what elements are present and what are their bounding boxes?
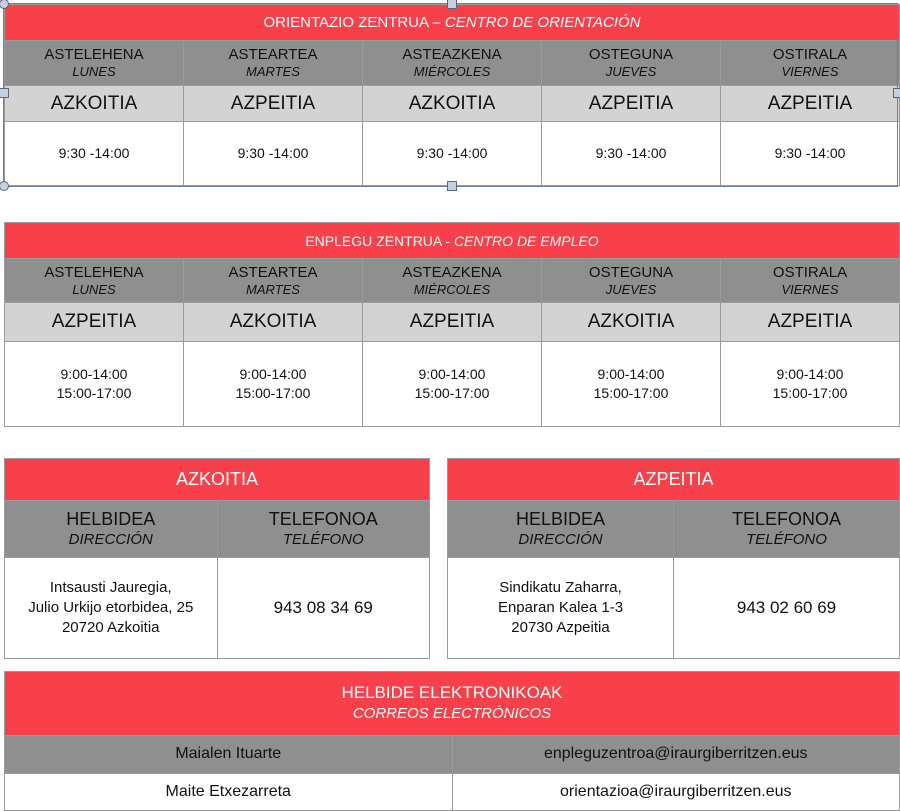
day-header: ASTELEHENA LUNES: [4, 258, 184, 303]
resize-handle[interactable]: [0, 0, 9, 9]
orientation-title: ORIENTAZIO ZENTRUA – CENTRO DE ORIENTACI…: [4, 4, 900, 41]
day-header: OSTEGUNA JUEVES: [541, 258, 721, 303]
address-header: HELBIDEA DIRECCIÓN: [4, 500, 218, 558]
address-cell: Sindikatu Zaharra, Enparan Kalea 1-3 20730…: [447, 557, 674, 659]
address-line: Sindikatu Zaharra,: [499, 579, 622, 596]
town-cell: AZPEITIA: [720, 85, 900, 122]
town-cell: AZKOITIA: [541, 302, 721, 342]
office-town: AZPEITIA: [447, 458, 900, 501]
town-cell: AZPEITIA: [541, 85, 721, 122]
day-header: ASTEAZKENA MIÉRCOLES: [362, 258, 542, 303]
orientation-center-table[interactable]: ORIENTAZIO ZENTRUA – CENTRO DE ORIENTACI…: [4, 4, 900, 186]
hours-line: 9:30 -14:00: [58, 145, 130, 161]
hours-line: 9:00-14:00: [239, 366, 307, 382]
hours-cell: 9:00-14:00 15:00-17:00: [541, 341, 721, 427]
phone-number[interactable]: 943 02 60 69: [673, 557, 900, 659]
phone-number[interactable]: 943 08 34 69: [216, 557, 430, 659]
hours-cell: 9:30 -14:00: [362, 121, 542, 186]
hours-line: 15:00-17:00: [593, 385, 669, 401]
phone-header: TELEFONOA TELÉFONO: [673, 500, 900, 558]
hours-cell: 9:30 -14:00: [183, 121, 363, 186]
phone-header: TELEFONOA TELÉFONO: [216, 500, 430, 558]
resize-handle[interactable]: [0, 88, 9, 98]
hours-line: 15:00-17:00: [414, 385, 490, 401]
town-cell: AZPEITIA: [362, 302, 542, 342]
address-line: Enparan Kalea 1-3: [497, 599, 624, 616]
hours-line: 9:30 -14:00: [595, 145, 667, 161]
day-header: OSTEGUNA JUEVES: [541, 40, 721, 86]
town-cell: AZPEITIA: [4, 302, 184, 342]
address-line: 20730 Azpeitia: [511, 619, 610, 636]
emails-title: HELBIDE ELEKTRONIKOAK CORREOS ELECTRÓNICO…: [4, 670, 900, 737]
hours-line: 9:00-14:00: [60, 366, 128, 382]
day-header: OSTIRALA VIERNES: [720, 40, 900, 86]
hours-line: 9:00-14:00: [597, 366, 665, 382]
hours-line: 9:00-14:00: [418, 366, 486, 382]
resize-handle[interactable]: [447, 0, 457, 9]
contact-name: Maialen Ituarte: [4, 735, 453, 774]
resize-handle[interactable]: [893, 88, 900, 98]
town-cell: AZKOITIA: [183, 302, 363, 342]
day-header: ASTEARTEA MARTES: [183, 258, 363, 303]
emails-table: HELBIDE ELEKTRONIKOAK CORREOS ELECTRÓNICO…: [4, 670, 900, 811]
contact-name: Maite Etxezarreta: [4, 772, 453, 811]
employment-title: ENPLEGU ZENTRUA - CENTRO DE EMPLEO: [4, 222, 900, 259]
contact-email[interactable]: orientazioa@iraurgiberritzen.eus: [451, 772, 900, 811]
resize-handle[interactable]: [0, 181, 9, 191]
office-town: AZKOITIA: [4, 458, 430, 501]
hours-line: 15:00-17:00: [235, 385, 311, 401]
address-header: HELBIDEA DIRECCIÓN: [447, 500, 674, 558]
hours-cell: 9:30 -14:00: [541, 121, 721, 186]
office-table-azkoitia: AZKOITIA HELBIDEA DIRECCIÓN TELEFONOA TELÉ…: [4, 458, 430, 659]
hours-line: 9:30 -14:00: [416, 145, 488, 161]
employment-center-table: ENPLEGU ZENTRUA - CENTRO DE EMPLEO ASTEL…: [4, 222, 900, 427]
hours-cell: 9:00-14:00 15:00-17:00: [4, 341, 184, 427]
hours-cell: 9:00-14:00 15:00-17:00: [183, 341, 363, 427]
day-header: ASTEAZKENA MIÉRCOLES: [362, 40, 542, 86]
address-line: Julio Urkijo etorbidea, 25: [28, 599, 194, 616]
day-header: OSTIRALA VIERNES: [720, 258, 900, 303]
hours-line: 9:30 -14:00: [774, 145, 846, 161]
hours-cell: 9:00-14:00 15:00-17:00: [720, 341, 900, 427]
hours-line: 9:30 -14:00: [237, 145, 309, 161]
town-cell: AZPEITIA: [720, 302, 900, 342]
hours-line: 15:00-17:00: [56, 385, 132, 401]
address-line: 20720 Azkoitia: [61, 619, 160, 636]
hours-cell: 9:30 -14:00: [4, 121, 184, 186]
hours-cell: 9:30 -14:00: [720, 121, 900, 186]
hours-line: 9:00-14:00: [776, 366, 844, 382]
address-line: Intsausti Jauregia,: [49, 579, 172, 596]
town-cell: AZKOITIA: [362, 85, 542, 122]
address-cell: Intsausti Jauregia, Julio Urkijo etorbide…: [4, 557, 218, 659]
contact-email[interactable]: enpleguzentroa@iraurgiberritzen.eus: [451, 735, 900, 774]
town-cell: AZPEITIA: [183, 85, 363, 122]
hours-cell: 9:00-14:00 15:00-17:00: [362, 341, 542, 427]
office-table-azpeitia: AZPEITIA HELBIDEA DIRECCIÓN TELEFONOA TELÉ…: [447, 458, 900, 659]
day-header: ASTELEHENA LUNES: [4, 40, 184, 86]
hours-line: 15:00-17:00: [772, 385, 848, 401]
resize-handle[interactable]: [447, 181, 457, 191]
town-cell: AZKOITIA: [4, 85, 184, 122]
day-header: ASTEARTEA MARTES: [183, 40, 363, 86]
